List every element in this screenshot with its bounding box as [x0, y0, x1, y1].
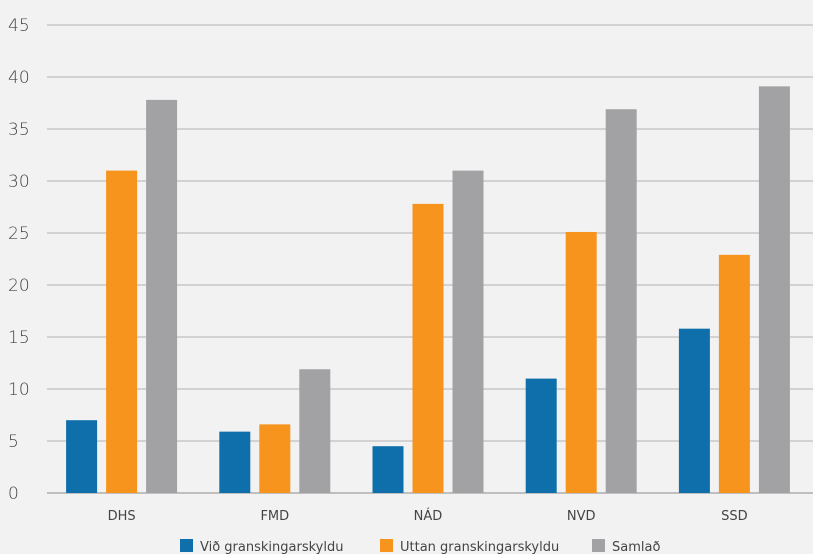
legend-swatch-2	[592, 539, 605, 552]
bar-DHS-0	[66, 420, 98, 493]
legend-swatch-1	[380, 539, 393, 552]
bar-SSD-2	[758, 86, 790, 494]
y-tick-label-20: 20	[8, 276, 30, 296]
legend: Við granskingarskyldu Uttan granskingarsk…	[180, 539, 660, 554]
y-tick-label-40: 40	[8, 68, 30, 88]
x-tick-label-NVD: NVD	[567, 509, 596, 524]
y-tick-label-35: 35	[8, 120, 30, 140]
y-tick-label-45: 45	[8, 16, 30, 36]
bar-DHS-1	[106, 170, 138, 493]
bar-NVD-1	[565, 231, 597, 493]
y-tick-label-10: 10	[8, 380, 30, 400]
x-tick-label-NÁD: NÁD	[414, 508, 443, 524]
legend-label-0: Við granskingarskyldu	[200, 540, 343, 554]
bar-NVD-2	[605, 109, 637, 494]
bar-FMD-2	[299, 369, 331, 493]
x-tick-label-SSD: SSD	[721, 509, 748, 524]
bar-FMD-0	[219, 431, 251, 493]
x-tick-label-FMD: FMD	[260, 509, 289, 524]
y-tick-label-5: 5	[8, 432, 19, 452]
bar-DHS-2	[146, 99, 178, 493]
y-tick-label-15: 15	[8, 328, 30, 348]
bar-NÁD-2	[452, 170, 484, 493]
bars	[66, 86, 790, 494]
x-tick-label-DHS: DHS	[108, 509, 136, 524]
bar-SSD-1	[718, 254, 750, 493]
bar-NÁD-0	[372, 446, 404, 493]
legend-label-1: Uttan granskingarskyldu	[400, 540, 559, 554]
y-tick-label-30: 30	[8, 172, 30, 192]
y-axis-ticks: 0 5 10 15 20 25 30 35 40 45	[8, 16, 30, 504]
bar-NÁD-1	[412, 203, 444, 493]
bar-FMD-1	[259, 424, 291, 493]
bar-SSD-0	[678, 328, 710, 493]
y-tick-label-25: 25	[8, 224, 30, 244]
legend-swatch-0	[180, 539, 193, 552]
bar-NVD-0	[525, 378, 557, 493]
x-axis: DHS FMD NÁD NVD SSD	[108, 508, 748, 524]
legend-label-2: Samlað	[612, 540, 660, 554]
y-tick-label-0: 0	[8, 484, 19, 504]
